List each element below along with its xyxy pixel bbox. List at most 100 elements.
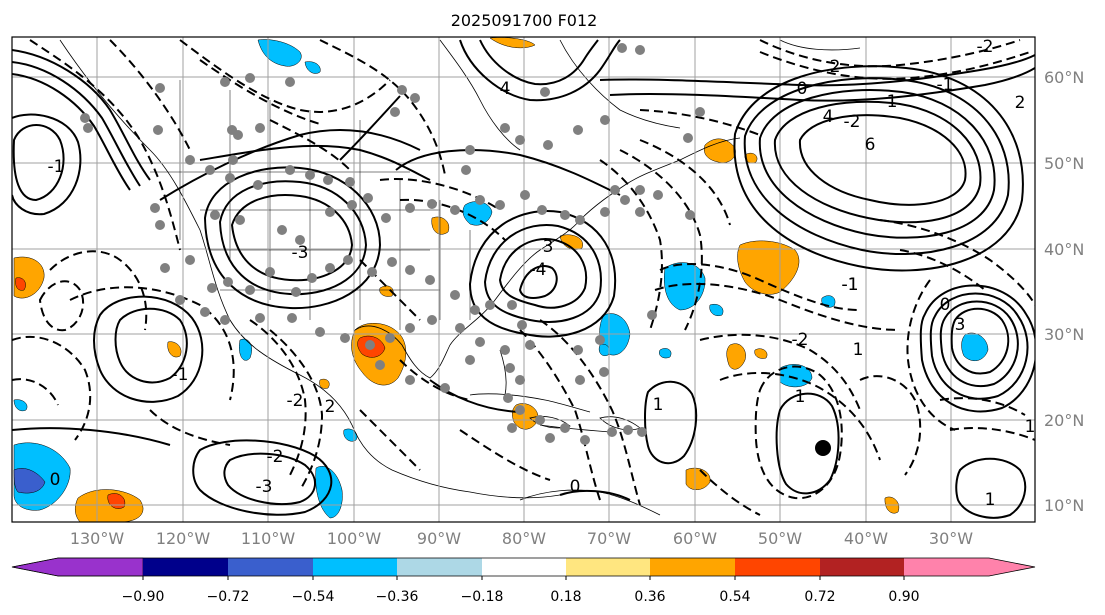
observation-dot	[150, 203, 160, 213]
colorbar-segments	[11, 557, 1036, 577]
contour-line	[609, 67, 1035, 102]
colorbar-segment	[397, 558, 482, 576]
colorbar-segment	[735, 558, 820, 576]
lon-label: 90°W	[417, 529, 461, 548]
contour-line	[719, 372, 881, 461]
observation-dot	[425, 275, 435, 285]
coastline	[499, 349, 507, 396]
observation-dot	[160, 263, 170, 273]
contour-line	[269, 329, 324, 491]
lat-label: 60°N	[1044, 68, 1084, 87]
contour-line	[654, 282, 901, 331]
lon-label: 120°W	[156, 529, 211, 548]
coastline	[354, 325, 451, 379]
observation-dot	[500, 345, 510, 355]
observation-dot	[515, 135, 525, 145]
observation-dot	[475, 195, 485, 205]
observation-dot	[575, 215, 585, 225]
contour-label: -1	[172, 365, 189, 385]
contour-line	[879, 219, 1035, 306]
contour-line	[498, 238, 588, 309]
contour-line	[754, 365, 843, 500]
observation-dot	[575, 375, 585, 385]
contour-label: -3	[292, 243, 309, 263]
lon-label: 100°W	[327, 529, 382, 548]
observation-dot	[683, 133, 693, 143]
observation-dot	[185, 255, 195, 265]
contour-line	[483, 224, 602, 323]
shade-region	[961, 332, 989, 362]
contour-line	[395, 149, 621, 196]
observation-dot	[405, 265, 415, 275]
contour-line	[29, 39, 181, 251]
contour-label: 1	[653, 395, 664, 415]
observation-dot	[347, 200, 357, 210]
contour-line	[758, 89, 996, 239]
observation-dot	[345, 177, 355, 187]
contour-label: 0	[570, 477, 581, 497]
contour-line	[230, 194, 354, 282]
observation-dot	[455, 323, 465, 333]
contour-label: -2	[267, 447, 284, 467]
observation-dot	[450, 290, 460, 300]
observation-dot	[545, 433, 555, 443]
contour-line	[12, 113, 82, 216]
colorbar-ticks	[142, 576, 905, 580]
contour-line	[12, 335, 92, 441]
observation-dot	[461, 165, 471, 175]
observation-dot	[507, 423, 517, 433]
colorbar-segment	[820, 558, 904, 576]
observation-dot	[285, 77, 295, 87]
contour-label: 0	[940, 295, 951, 315]
observation-dot	[325, 207, 335, 217]
lat-label: 40°N	[1044, 240, 1084, 259]
contour-line	[599, 54, 1035, 87]
contour-label: -2	[287, 391, 304, 411]
observation-dot	[543, 140, 553, 150]
coastline	[779, 39, 861, 51]
observation-dot	[220, 77, 230, 87]
observation-dot	[390, 107, 400, 117]
observation-dot	[385, 333, 395, 343]
observation-dot	[375, 360, 385, 370]
colorbar-outline	[11, 557, 1036, 577]
longitude-labels: 130°W 120°W 110°W 100°W 90°W 80°W 70°W 6…	[70, 529, 973, 548]
contour-line	[539, 319, 641, 506]
lon-label: 60°W	[673, 529, 717, 548]
contour-line	[919, 284, 1035, 413]
contour-line	[955, 457, 1027, 519]
contour-line	[12, 61, 141, 187]
contour-line	[203, 166, 382, 310]
colorbar-label: 0.54	[719, 589, 750, 605]
observation-dot	[470, 305, 480, 315]
contour-line	[249, 319, 307, 476]
observation-dot	[245, 285, 255, 295]
shade-region	[13, 468, 46, 494]
contour-label: -2	[844, 112, 861, 132]
contour-label: 0	[50, 470, 61, 490]
observation-dot	[405, 323, 415, 333]
contour-line	[639, 109, 761, 136]
colorbar-segment	[313, 558, 397, 576]
contour-line	[38, 280, 85, 332]
observation-dot	[465, 355, 475, 365]
contour-label: 1	[985, 490, 996, 510]
observation-dot	[535, 415, 545, 425]
contour-label: 2	[830, 57, 841, 77]
dashed-contours	[12, 39, 1035, 516]
observation-dot	[520, 190, 530, 200]
observation-dot	[450, 205, 460, 215]
contour-line	[773, 100, 982, 224]
observation-dot	[560, 210, 570, 220]
observation-dot	[507, 300, 517, 310]
observation-dot	[295, 235, 305, 245]
contour-label: -1	[842, 275, 859, 295]
observation-dot	[427, 199, 437, 209]
contour-label: 4	[823, 107, 834, 127]
contour-label: -3	[256, 477, 273, 497]
observation-dot	[515, 405, 525, 415]
contour-line	[192, 439, 333, 516]
contour-label: 0	[797, 79, 808, 99]
observation-dot	[500, 123, 510, 133]
contour-line	[12, 427, 171, 446]
